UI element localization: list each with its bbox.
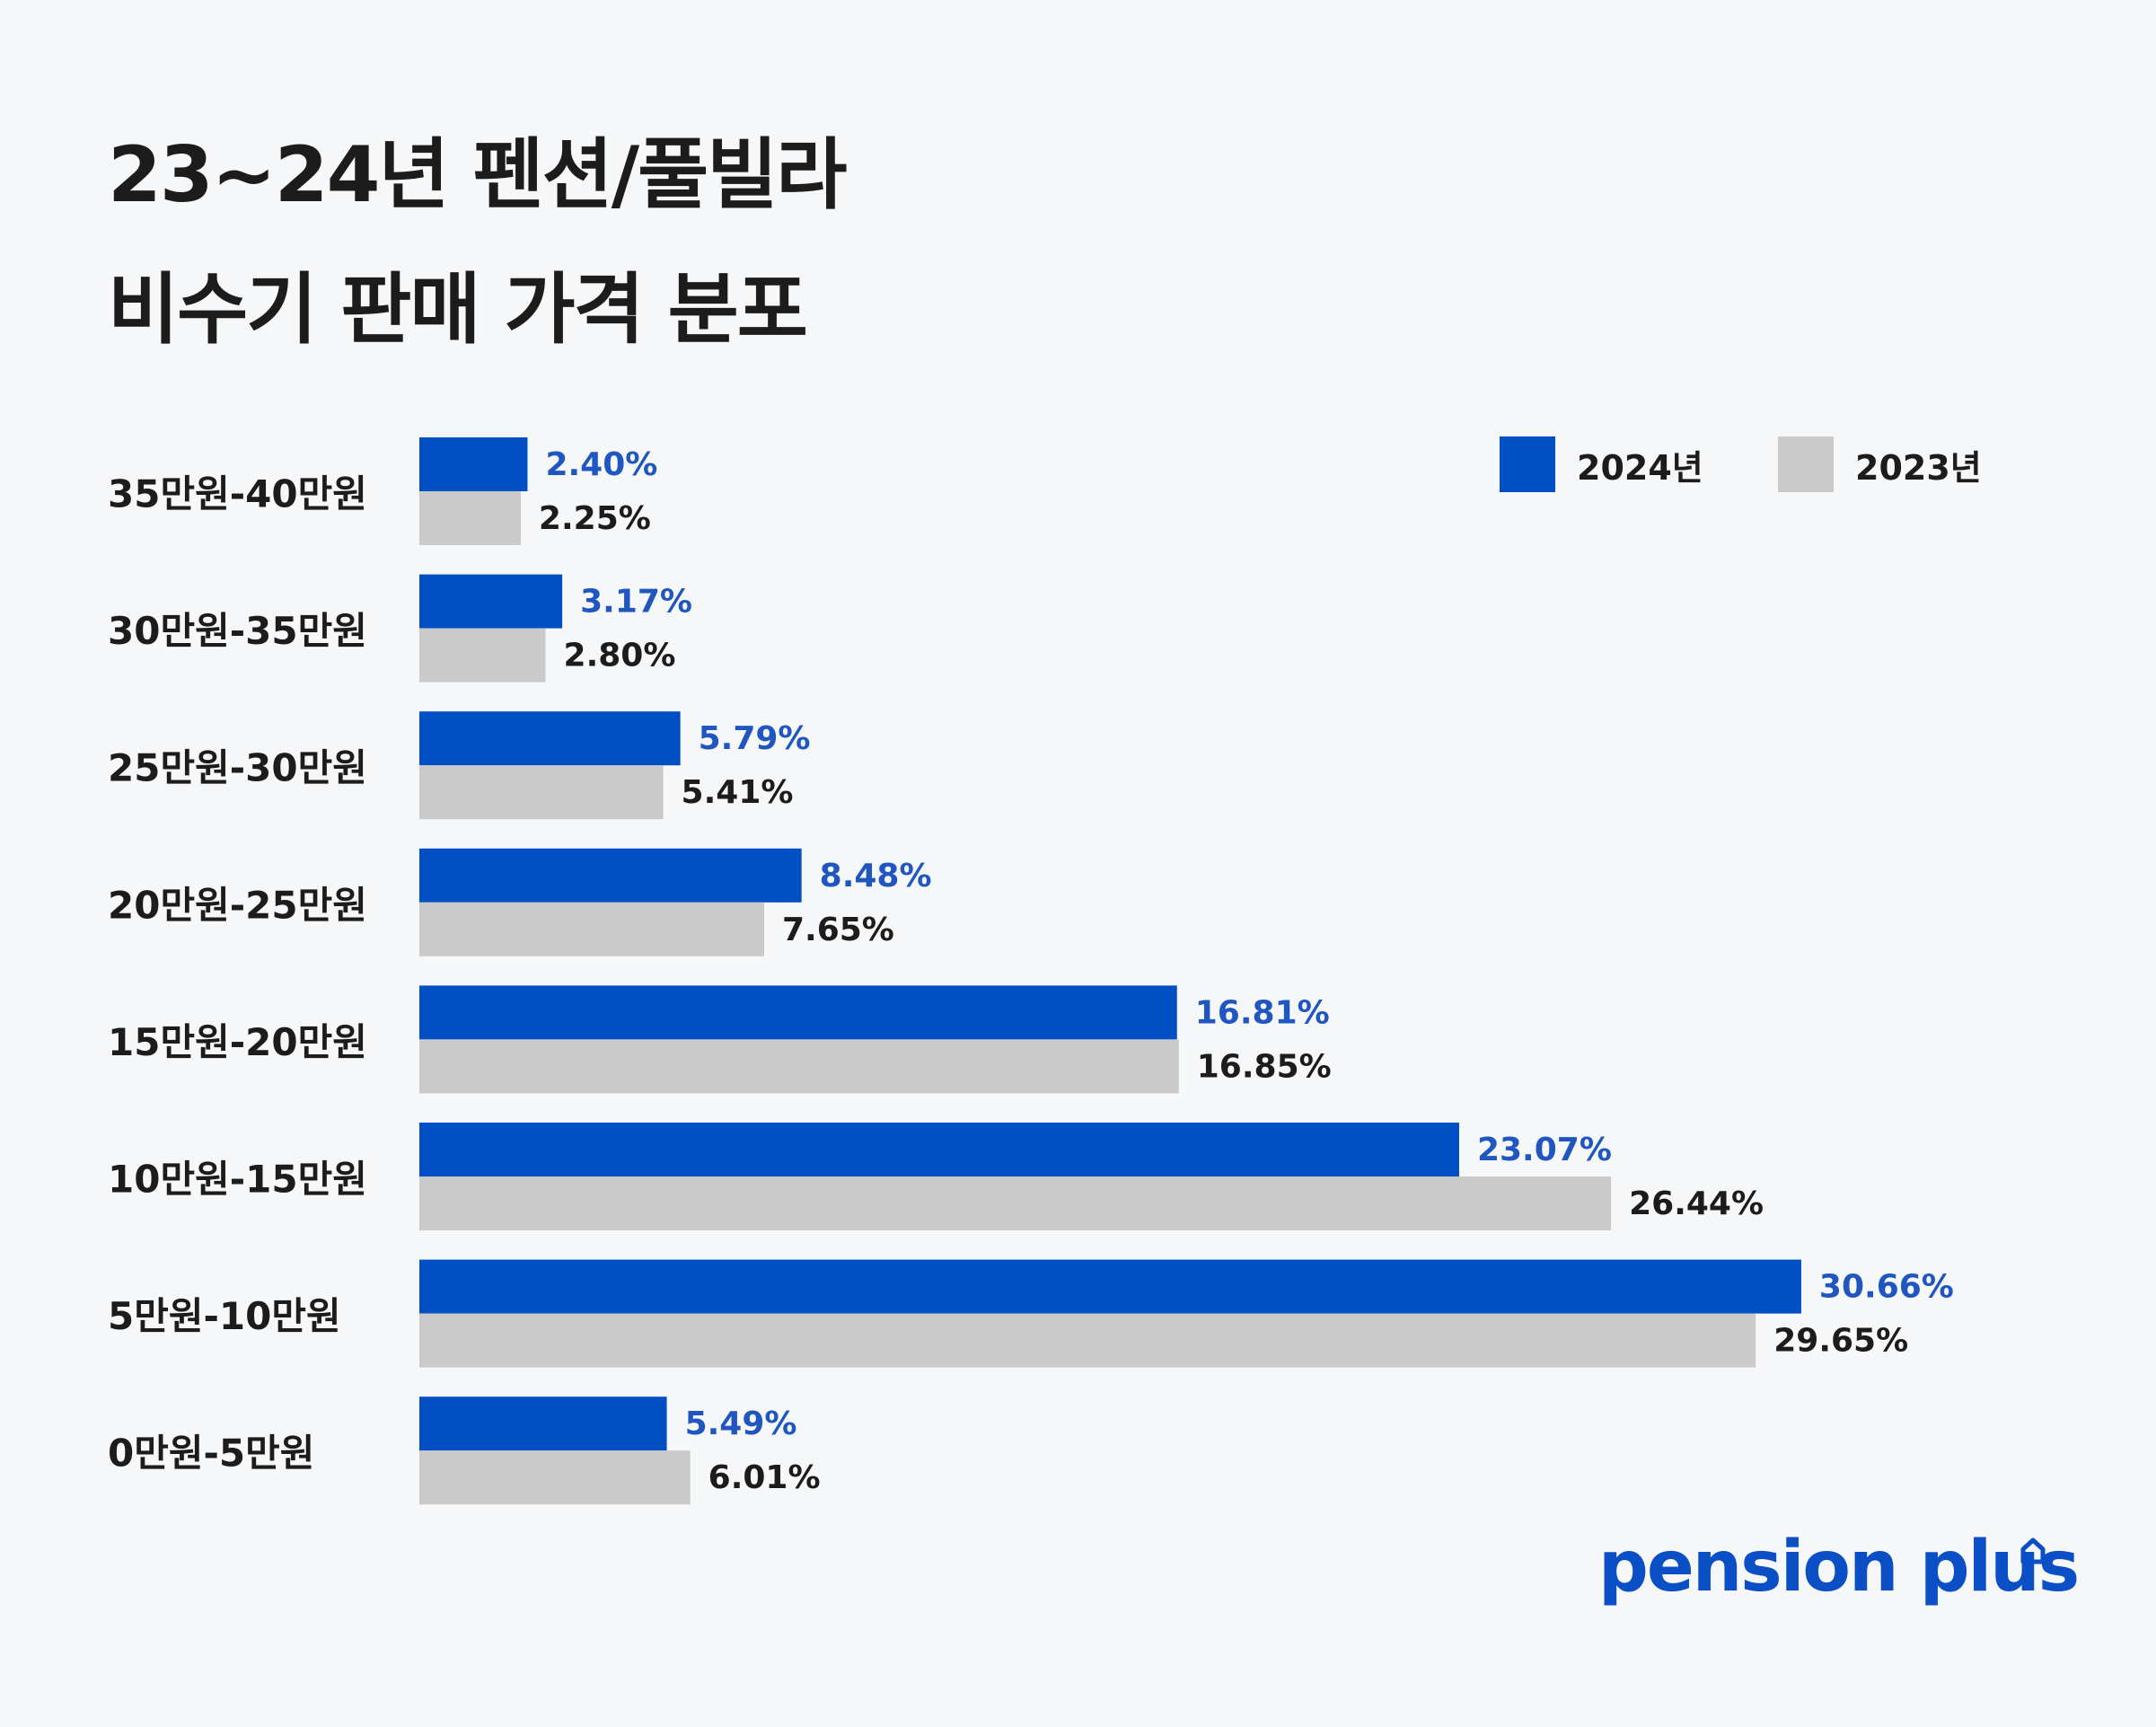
data-label-2024: 5.79% — [699, 720, 811, 757]
data-label-2024: 16.81% — [1195, 994, 1330, 1031]
legend-item-2024: 2024년 — [1500, 436, 1703, 492]
data-label-2023: 16.85% — [1197, 1048, 1332, 1085]
bar-2023 — [419, 491, 521, 545]
legend-swatch-2023 — [1778, 436, 1834, 492]
bar-2024 — [419, 848, 802, 903]
bar-2023 — [419, 1039, 1179, 1094]
category-label: 0만원-5만원 — [108, 1432, 314, 1476]
data-label-2023: 2.80% — [564, 638, 676, 674]
bar-2023 — [419, 1313, 1756, 1368]
chart-title-line1: 23~24년 펜션/풀빌라 — [108, 130, 847, 220]
data-label-2023: 7.65% — [782, 912, 894, 948]
chart-title: 23~24년 펜션/풀빌라 비수기 판매 가격 분포 — [108, 108, 847, 377]
bar-2023 — [419, 902, 764, 956]
bar-2023 — [419, 765, 664, 820]
bar-2024 — [419, 1397, 667, 1451]
data-label-2024: 23.07% — [1477, 1132, 1612, 1168]
data-label-2024: 5.49% — [685, 1405, 797, 1442]
data-label-2024: 2.40% — [545, 446, 657, 483]
bar-2023 — [419, 1450, 691, 1505]
category-label: 25만원-30만원 — [108, 746, 367, 790]
bar-2024 — [419, 437, 528, 491]
data-label-2024: 8.48% — [820, 858, 932, 894]
bar-2024 — [419, 985, 1177, 1040]
data-label-2024: 30.66% — [1819, 1269, 1954, 1306]
category-label: 30만원-35만원 — [108, 609, 367, 653]
chart-title-line2: 비수기 판매 가격 분포 — [108, 265, 808, 355]
legend-label-2023: 2023년 — [1855, 447, 1982, 488]
category-label: 20만원-25만원 — [108, 883, 367, 927]
brand-logo: pension plus — [1598, 1527, 2080, 1608]
bar-2024 — [419, 711, 681, 766]
bar-2023 — [419, 628, 546, 683]
bar-2023 — [419, 1176, 1612, 1230]
legend-label-2024: 2024년 — [1577, 447, 1703, 488]
legend-swatch-2024 — [1500, 436, 1555, 492]
bar-2024 — [419, 1123, 1459, 1176]
data-label-2023: 26.44% — [1629, 1185, 1764, 1222]
bar-2024 — [419, 1259, 1801, 1314]
category-label: 10만원-15만원 — [108, 1158, 367, 1202]
category-label: 35만원-40만원 — [108, 472, 367, 516]
category-label: 15만원-20만원 — [108, 1020, 367, 1064]
category-label: 5만원-10만원 — [108, 1294, 341, 1338]
data-label-2023: 5.41% — [682, 774, 794, 811]
legend-item-2023: 2023년 — [1778, 436, 1982, 492]
data-label-2023: 6.01% — [708, 1459, 821, 1496]
data-label-2024: 3.17% — [580, 584, 692, 621]
data-label-2023: 29.65% — [1773, 1323, 1908, 1360]
house-icon — [2020, 1538, 2046, 1564]
bar-2024 — [419, 574, 563, 629]
data-label-2023: 2.25% — [539, 500, 651, 537]
